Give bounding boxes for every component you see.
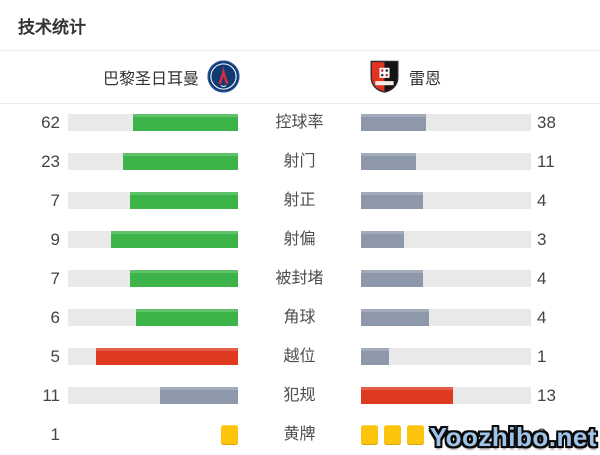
away-value: 3 — [537, 230, 547, 249]
home-team-header: 巴黎圣日耳曼 — [0, 50, 300, 103]
home-bar-track — [68, 348, 238, 365]
away-value: 13 — [537, 386, 556, 405]
stat-label: 射门 — [283, 153, 316, 170]
home-bar-track — [68, 387, 238, 404]
stat-label: 黄牌 — [283, 426, 316, 443]
home-value: 62 — [41, 113, 60, 132]
home-bar-track — [68, 270, 239, 287]
yellow-card-icon — [407, 424, 424, 445]
away-value: 3 — [537, 425, 547, 444]
away-bar-track — [361, 114, 531, 131]
home-value: 6 — [50, 308, 60, 327]
stat-label: 被封堵 — [275, 270, 324, 287]
home-value: 5 — [50, 347, 60, 366]
away-bar-fill — [361, 387, 454, 404]
divider-top — [0, 50, 600, 51]
yellow-card-icon — [384, 424, 401, 445]
yellow-card-icon — [361, 424, 378, 445]
stat-label: 角球 — [283, 309, 316, 326]
away-bar-fill — [361, 309, 429, 326]
home-bar-fill — [136, 309, 238, 326]
away-value: 4 — [537, 269, 547, 288]
away-bar-track — [361, 387, 531, 404]
away-bar-fill — [361, 348, 390, 365]
home-value: 7 — [50, 269, 60, 288]
away-bar-track — [361, 231, 531, 248]
home-bar-fill — [160, 387, 238, 404]
rennes-crest-icon — [370, 60, 399, 93]
stat-label: 犯规 — [283, 387, 316, 404]
away-bar-track — [361, 270, 531, 287]
home-value: 11 — [42, 386, 60, 405]
stat-row: 1 黄牌 3 — [0, 415, 600, 454]
stat-row: 6 角球 4 — [0, 298, 600, 337]
away-bar-track — [361, 309, 531, 326]
home-bar-track — [68, 309, 238, 326]
home-value: 9 — [50, 230, 60, 249]
away-team-name: 雷恩 — [409, 70, 442, 88]
stat-row: 9 射偏 3 — [0, 220, 600, 259]
stat-row: 62 控球率 38 — [0, 103, 600, 142]
yellow-card-icon — [221, 424, 238, 445]
home-bar-fill — [129, 192, 239, 209]
stat-row: 5 越位 1 — [0, 337, 600, 376]
home-team-name: 巴黎圣日耳曼 — [102, 70, 199, 88]
away-value: 38 — [537, 113, 556, 132]
home-yellow-cards — [68, 424, 238, 445]
away-value: 4 — [537, 308, 547, 327]
stat-label: 射正 — [283, 192, 316, 209]
home-bar-fill — [129, 270, 239, 287]
stats-rows: 62 控球率 38 23 射门 11 — [0, 103, 600, 454]
stat-label: 射偏 — [283, 231, 316, 248]
stat-row: 7 射正 4 — [0, 181, 600, 220]
home-value: 7 — [50, 191, 60, 210]
psg-crest-icon — [207, 60, 240, 93]
away-bar-track — [361, 348, 531, 365]
stat-row: 7 被封堵 4 — [0, 259, 600, 298]
away-yellow-cards — [361, 424, 531, 445]
home-value: 23 — [41, 152, 60, 171]
stat-label: 控球率 — [275, 114, 324, 131]
home-bar-fill — [123, 153, 238, 170]
stat-row: 11 犯规 13 — [0, 376, 600, 415]
away-value: 11 — [537, 152, 555, 171]
home-bar-fill — [110, 231, 238, 248]
away-bar-fill — [361, 192, 423, 209]
watermark: Yoozhibo.net — [429, 422, 597, 452]
home-value: 1 — [50, 425, 60, 444]
stat-row: 23 射门 11 — [0, 142, 600, 181]
away-value: 4 — [537, 191, 547, 210]
away-bar-fill — [361, 270, 423, 287]
away-bar-track — [361, 153, 531, 170]
home-bar-track — [68, 114, 239, 131]
home-bar-fill — [96, 348, 238, 365]
home-bar-track — [68, 153, 238, 170]
divider-header — [0, 103, 600, 104]
home-bar-track — [68, 231, 238, 248]
page-title: 技术统计 — [18, 18, 86, 37]
stat-label: 越位 — [283, 348, 316, 365]
away-team-header: 雷恩 — [300, 50, 600, 103]
home-bar-fill — [132, 114, 239, 131]
away-bar-track — [361, 192, 531, 209]
home-bar-track — [68, 192, 239, 209]
away-bar-fill — [361, 231, 404, 248]
away-value: 1 — [537, 347, 547, 366]
away-bar-fill — [361, 114, 426, 131]
away-bar-fill — [361, 153, 416, 170]
